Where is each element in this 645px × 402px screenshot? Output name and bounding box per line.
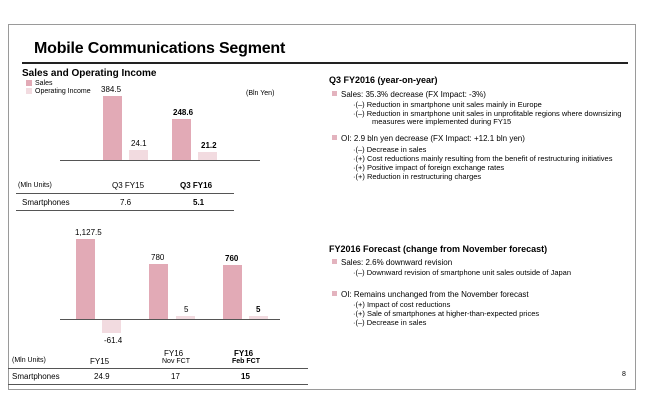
fcst-oi-sub1: ·(+) Impact of cost reductions xyxy=(353,300,451,309)
q3-oi-text: OI: 2.9 bln yen decrease (FX Impact: +12… xyxy=(341,134,525,143)
q3-sales-line: Sales: 35.3% decrease (FX Impact: -3%) xyxy=(332,90,486,99)
value-label: 384.5 xyxy=(101,85,122,94)
q3-heading-rest: (year-on-year) xyxy=(375,75,438,85)
q3-oi-sub4: ·(+) Reduction in restructuring charges xyxy=(353,172,482,181)
unit-label: (Bln Yen) xyxy=(246,90,275,97)
q3-oi-line: OI: 2.9 bln yen decrease (FX Impact: +12… xyxy=(332,134,525,143)
table2-col-fy16-feb: FY16 xyxy=(234,349,254,358)
q3-oi-sub3: ·(+) Positive impact of foreign exchange… xyxy=(353,163,505,172)
bar-oi-fy15 xyxy=(102,319,121,333)
fcst-sales-sub1: ·(–) Downward revision of smartphone uni… xyxy=(353,268,572,277)
chart2-baseline xyxy=(60,319,280,320)
fcst-oi-sub2: ·(+) Sale of smartphones at higher-than-… xyxy=(353,309,540,318)
table1-value-q3fy16: 5.1 xyxy=(193,198,205,207)
section-title-sales-oi: Sales and Operating Income xyxy=(22,68,157,79)
slide-title: Mobile Communications Segment xyxy=(34,40,286,57)
legend-sales-swatch xyxy=(26,80,32,87)
table2-value-feb: 15 xyxy=(241,372,250,381)
bullet-icon xyxy=(332,135,337,141)
table1-unit: (Mln Units) xyxy=(18,182,52,189)
fcst-sales-line: Sales: 2.6% downward revision xyxy=(332,258,452,267)
value-label: 1,127.5 xyxy=(75,228,102,237)
table1-row-label: Smartphones xyxy=(22,198,70,207)
q3-sales-sub2: ·(–) Reduction in smartphone unit sales … xyxy=(353,109,622,118)
table2-unit: (Mln Units) xyxy=(12,357,46,364)
q3-heading: Q3 FY2016 (year-on-year) xyxy=(329,75,438,85)
bar-sales-feb-fct xyxy=(223,265,242,319)
bullet-icon xyxy=(332,291,337,297)
q3-oi-sub1: ·(–) Decrease in sales xyxy=(353,145,427,154)
fcst-heading: FY2016 Forecast (change from November fo… xyxy=(329,244,547,254)
table2-col-fy15: FY15 xyxy=(90,357,110,366)
q3-heading-bold: Q3 FY2016 xyxy=(329,75,376,85)
value-label: 760 xyxy=(225,254,239,263)
title-divider xyxy=(22,62,628,64)
fcst-heading-rest: (change from November forecast) xyxy=(400,244,548,254)
value-label: -61.4 xyxy=(104,336,123,345)
table1-top-rule xyxy=(16,193,234,194)
legend-oi-swatch xyxy=(26,88,32,95)
legend-oi-label: Operating Income xyxy=(35,88,91,95)
slide-frame xyxy=(8,24,636,390)
q3-sales-text: Sales: 35.3% decrease (FX Impact: -3%) xyxy=(341,90,486,99)
table2-value-fy15: 24.9 xyxy=(94,372,110,381)
value-label: 780 xyxy=(151,253,165,262)
bar-oi-q3fy16 xyxy=(198,152,217,160)
fcst-sales-text: Sales: 2.6% downward revision xyxy=(341,258,453,267)
bar-sales-q3fy16 xyxy=(172,119,191,160)
q3-oi-sub2: ·(+) Cost reductions mainly resulting fr… xyxy=(353,154,613,163)
table2-row-label: Smartphones xyxy=(12,372,60,381)
table2-value-nov: 17 xyxy=(171,372,180,381)
fcst-oi-sub3: ·(–) Decrease in sales xyxy=(353,318,427,327)
q3-sales-sub1: ·(–) Reduction in smartphone unit sales … xyxy=(353,100,542,109)
fcst-oi-text: OI: Remains unchanged from the November … xyxy=(341,290,529,299)
value-label: 5 xyxy=(256,305,261,314)
bar-sales-nov-fct xyxy=(149,264,168,319)
table2-col-fy16-feb-sub: Feb FCT xyxy=(232,358,260,365)
chart1-baseline xyxy=(60,160,260,161)
table2-col-fy16-nov-sub: Nov FCT xyxy=(162,358,190,365)
table1-value-q3fy15: 7.6 xyxy=(120,198,132,207)
bar-oi-nov-fct xyxy=(176,316,195,319)
table2-top-rule xyxy=(8,368,308,369)
legend-sales: Sales xyxy=(26,80,53,87)
value-label: 21.2 xyxy=(201,141,217,150)
bar-oi-q3fy15 xyxy=(129,150,148,160)
legend-sales-label: Sales xyxy=(35,80,53,87)
q3-sales-sub2b: measures were implemented during FY15 xyxy=(372,117,512,126)
table1-bottom-rule xyxy=(16,210,234,211)
bar-oi-feb-fct xyxy=(249,316,268,319)
value-label: 24.1 xyxy=(131,139,147,148)
table1-col-q3fy16: Q3 FY16 xyxy=(180,181,213,190)
bullet-icon xyxy=(332,91,337,97)
bar-sales-fy15 xyxy=(76,239,95,319)
fcst-heading-bold: FY2016 Forecast xyxy=(329,244,401,254)
bar-sales-q3fy15 xyxy=(103,96,122,160)
table2-col-fy16-nov: FY16 xyxy=(164,349,184,358)
value-label: 5 xyxy=(184,305,189,314)
table2-bottom-rule xyxy=(8,384,308,385)
value-label: 248.6 xyxy=(173,108,194,117)
bullet-icon xyxy=(332,259,337,265)
legend-oi: Operating Income xyxy=(26,88,91,95)
table1-col-q3fy15: Q3 FY15 xyxy=(112,181,145,190)
fcst-oi-line: OI: Remains unchanged from the November … xyxy=(332,290,529,299)
page-number: 8 xyxy=(622,371,626,378)
